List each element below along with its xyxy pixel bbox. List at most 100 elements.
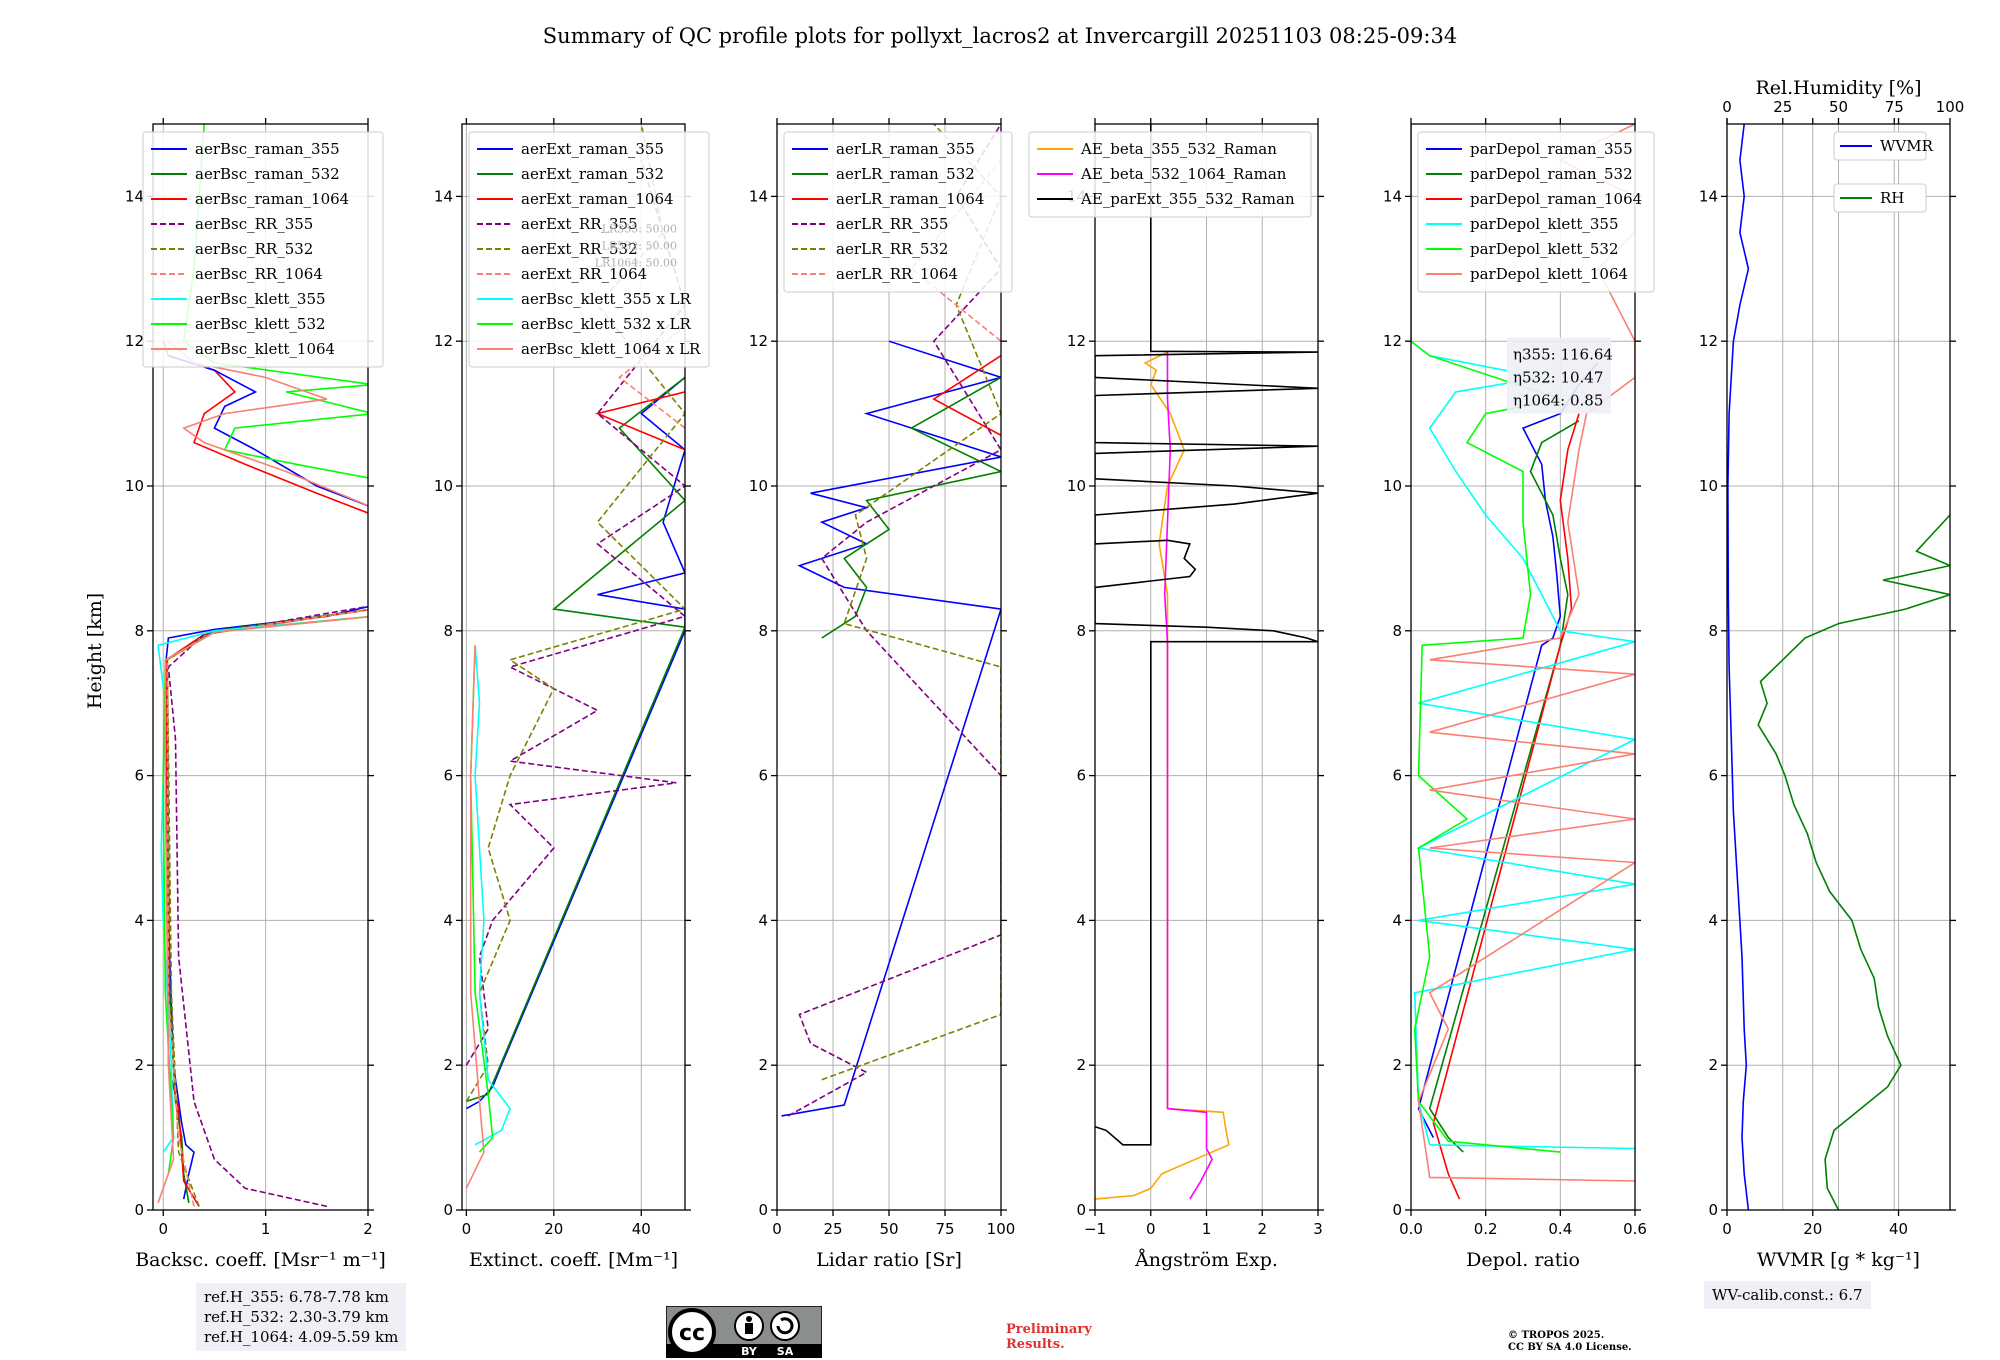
legend-label: aerBsc_RR_532 [195,240,313,258]
series-line-aerBsc_RR_1064 [166,609,368,1207]
series-line-aerLR_raman_532 [821,376,1001,639]
y-tick-label: 4 [758,911,768,929]
x-tick-label: 25 [823,1220,842,1238]
x-tick-label: −1 [1084,1220,1106,1238]
x-tick-label: 0.2 [1474,1220,1498,1238]
x-tick-label: 40 [632,1220,651,1238]
series-line-parDepol_raman_532 [1428,420,1580,1153]
x-axis-label: Extinct. coeff. [Mm⁻¹] [469,1249,678,1271]
series-line-aerBsc_RR_532 [166,609,368,1207]
preliminary-note: Preliminary Results. [1006,1322,1092,1352]
y-tick-label: 10 [1067,477,1086,495]
legend-label: aerLR_RR_1064 [836,265,958,283]
legend-label: parDepol_raman_355 [1470,140,1633,158]
series-line-aerExt_RR_355 [465,159,685,1066]
y-tick-label: 8 [134,622,144,640]
series-line-parDepol_klett_355 [1411,124,1635,1150]
ref-height-355: ref.H_355: 6.78-7.78 km [204,1288,389,1306]
annotation-text: LR355: 50.00 [602,223,677,236]
y-tick-label: 0 [758,1201,768,1219]
legend-label: aerExt_RR_355 [521,215,638,233]
figure-title: Summary of QC profile plots for pollyxt_… [543,24,1457,48]
legend-box [468,131,710,368]
series-line-aerBsc_klett_355-x-LR [474,645,512,1146]
cc-by-label: BY [741,1345,758,1358]
x-tick-label: 20 [544,1220,563,1238]
legend-label: AE_parExt_355_532_Raman [1080,190,1295,208]
y-tick-label: 14 [1699,187,1718,205]
legend-box [783,131,1013,293]
y-tick-label: 2 [758,1056,768,1074]
x2-tick-label: 75 [1885,98,1904,116]
y-tick-label: 12 [1383,332,1402,350]
wv-calibration-constant: WV-calib.const.: 6.7 [1712,1286,1863,1304]
y-tick-label: 4 [1708,911,1718,929]
x-axis-label: Ångström Exp. [1134,1249,1278,1271]
y-tick-label: 10 [1383,477,1402,495]
y-tick-label: 10 [434,477,453,495]
copyright-line-2: CC BY SA 4.0 License. [1508,1342,1632,1353]
y-tick-label: 6 [1392,767,1402,785]
legend-box [1028,131,1312,218]
by-person-head [746,1316,752,1322]
x2-axis-label: Rel.Humidity [%] [1755,77,1921,99]
series-group [781,124,1001,1117]
legend-label: WVMR [1880,137,1934,155]
y-tick-label: 4 [443,911,453,929]
y-tick-label: 0 [443,1201,453,1219]
legend-label: RH [1880,189,1904,207]
x-tick-label: 2 [1257,1220,1267,1238]
x2-tick-label: 0 [1722,98,1732,116]
legend-label: aerLR_RR_532 [836,240,948,258]
y-tick-label: 12 [1067,332,1086,350]
legend-label: aerBsc_klett_1064 [195,340,335,358]
annotation-box [1507,337,1611,414]
legend-label: aerLR_raman_532 [836,165,975,183]
y-tick-label: 4 [134,911,144,929]
x-tick-label: 1 [1202,1220,1212,1238]
y-tick-label: 4 [1076,911,1086,929]
y-tick-label: 0 [1392,1201,1402,1219]
legend-label: aerBsc_klett_532 [195,315,326,333]
wv-calibration-box: WV-calib.const.: 6.7 [1704,1281,1871,1309]
legend-label: aerExt_raman_1064 [521,190,674,208]
series-line-aerLR_RR_532 [821,124,1001,1081]
legend-label: aerBsc_klett_355 [195,290,326,308]
axes-frame [152,123,369,1211]
legend-box [1833,183,1927,213]
y-tick-label: 12 [1699,332,1718,350]
annotation-text: η532: 10.47 [1513,369,1603,387]
y-tick-label: 8 [1392,622,1402,640]
x-tick-label: 0 [772,1220,782,1238]
series-line-parDepol_raman_1064 [1432,413,1580,1200]
x-axis-label: Lidar ratio [Sr] [816,1249,962,1271]
series-line-WVMR [1727,124,1750,1210]
legend-label: AE_beta_532_1064_Raman [1080,165,1287,183]
x-tick-label: 40 [1889,1220,1908,1238]
series-line-aerBsc_raman_355 [164,605,368,1200]
y-tick-label: 6 [758,767,768,785]
series-line-AE_parExt_355_532_Raman [1095,124,1318,1146]
y-tick-label: 2 [1392,1056,1402,1074]
series-line-aerBsc_RR_355 [167,605,368,1208]
legend-label: aerBsc_raman_355 [195,140,340,158]
x-axis-label: Depol. ratio [1466,1249,1580,1271]
x-tick-label: 0.6 [1623,1220,1647,1238]
copyright-note: © TROPOS 2025. CC BY SA 4.0 License. [1508,1330,1632,1354]
chart-panel-wv: 0 2 4 6 8 10 12 14 0 20 40 WVMR [g * kg⁻¹] 0 25 50 75 10… [1699,77,1964,1271]
legend-label: AE_beta_355_532_Raman [1080,140,1277,158]
legend-label: parDepol_raman_1064 [1470,190,1642,208]
annotation-text: η355: 116.64 [1513,346,1613,364]
y-tick-label: 2 [134,1056,144,1074]
x-tick-label: 0 [1146,1220,1156,1238]
series-group [157,124,368,1208]
legend-label: aerBsc_raman_532 [195,165,340,183]
x-tick-label: 100 [987,1220,1016,1238]
series-line-aerExt_raman_1064 [594,391,685,451]
y-tick-label: 8 [758,622,768,640]
y-tick-label: 12 [749,332,768,350]
preliminary-line-2: Results. [1006,1337,1065,1352]
cc-letters: cc [679,1321,705,1346]
